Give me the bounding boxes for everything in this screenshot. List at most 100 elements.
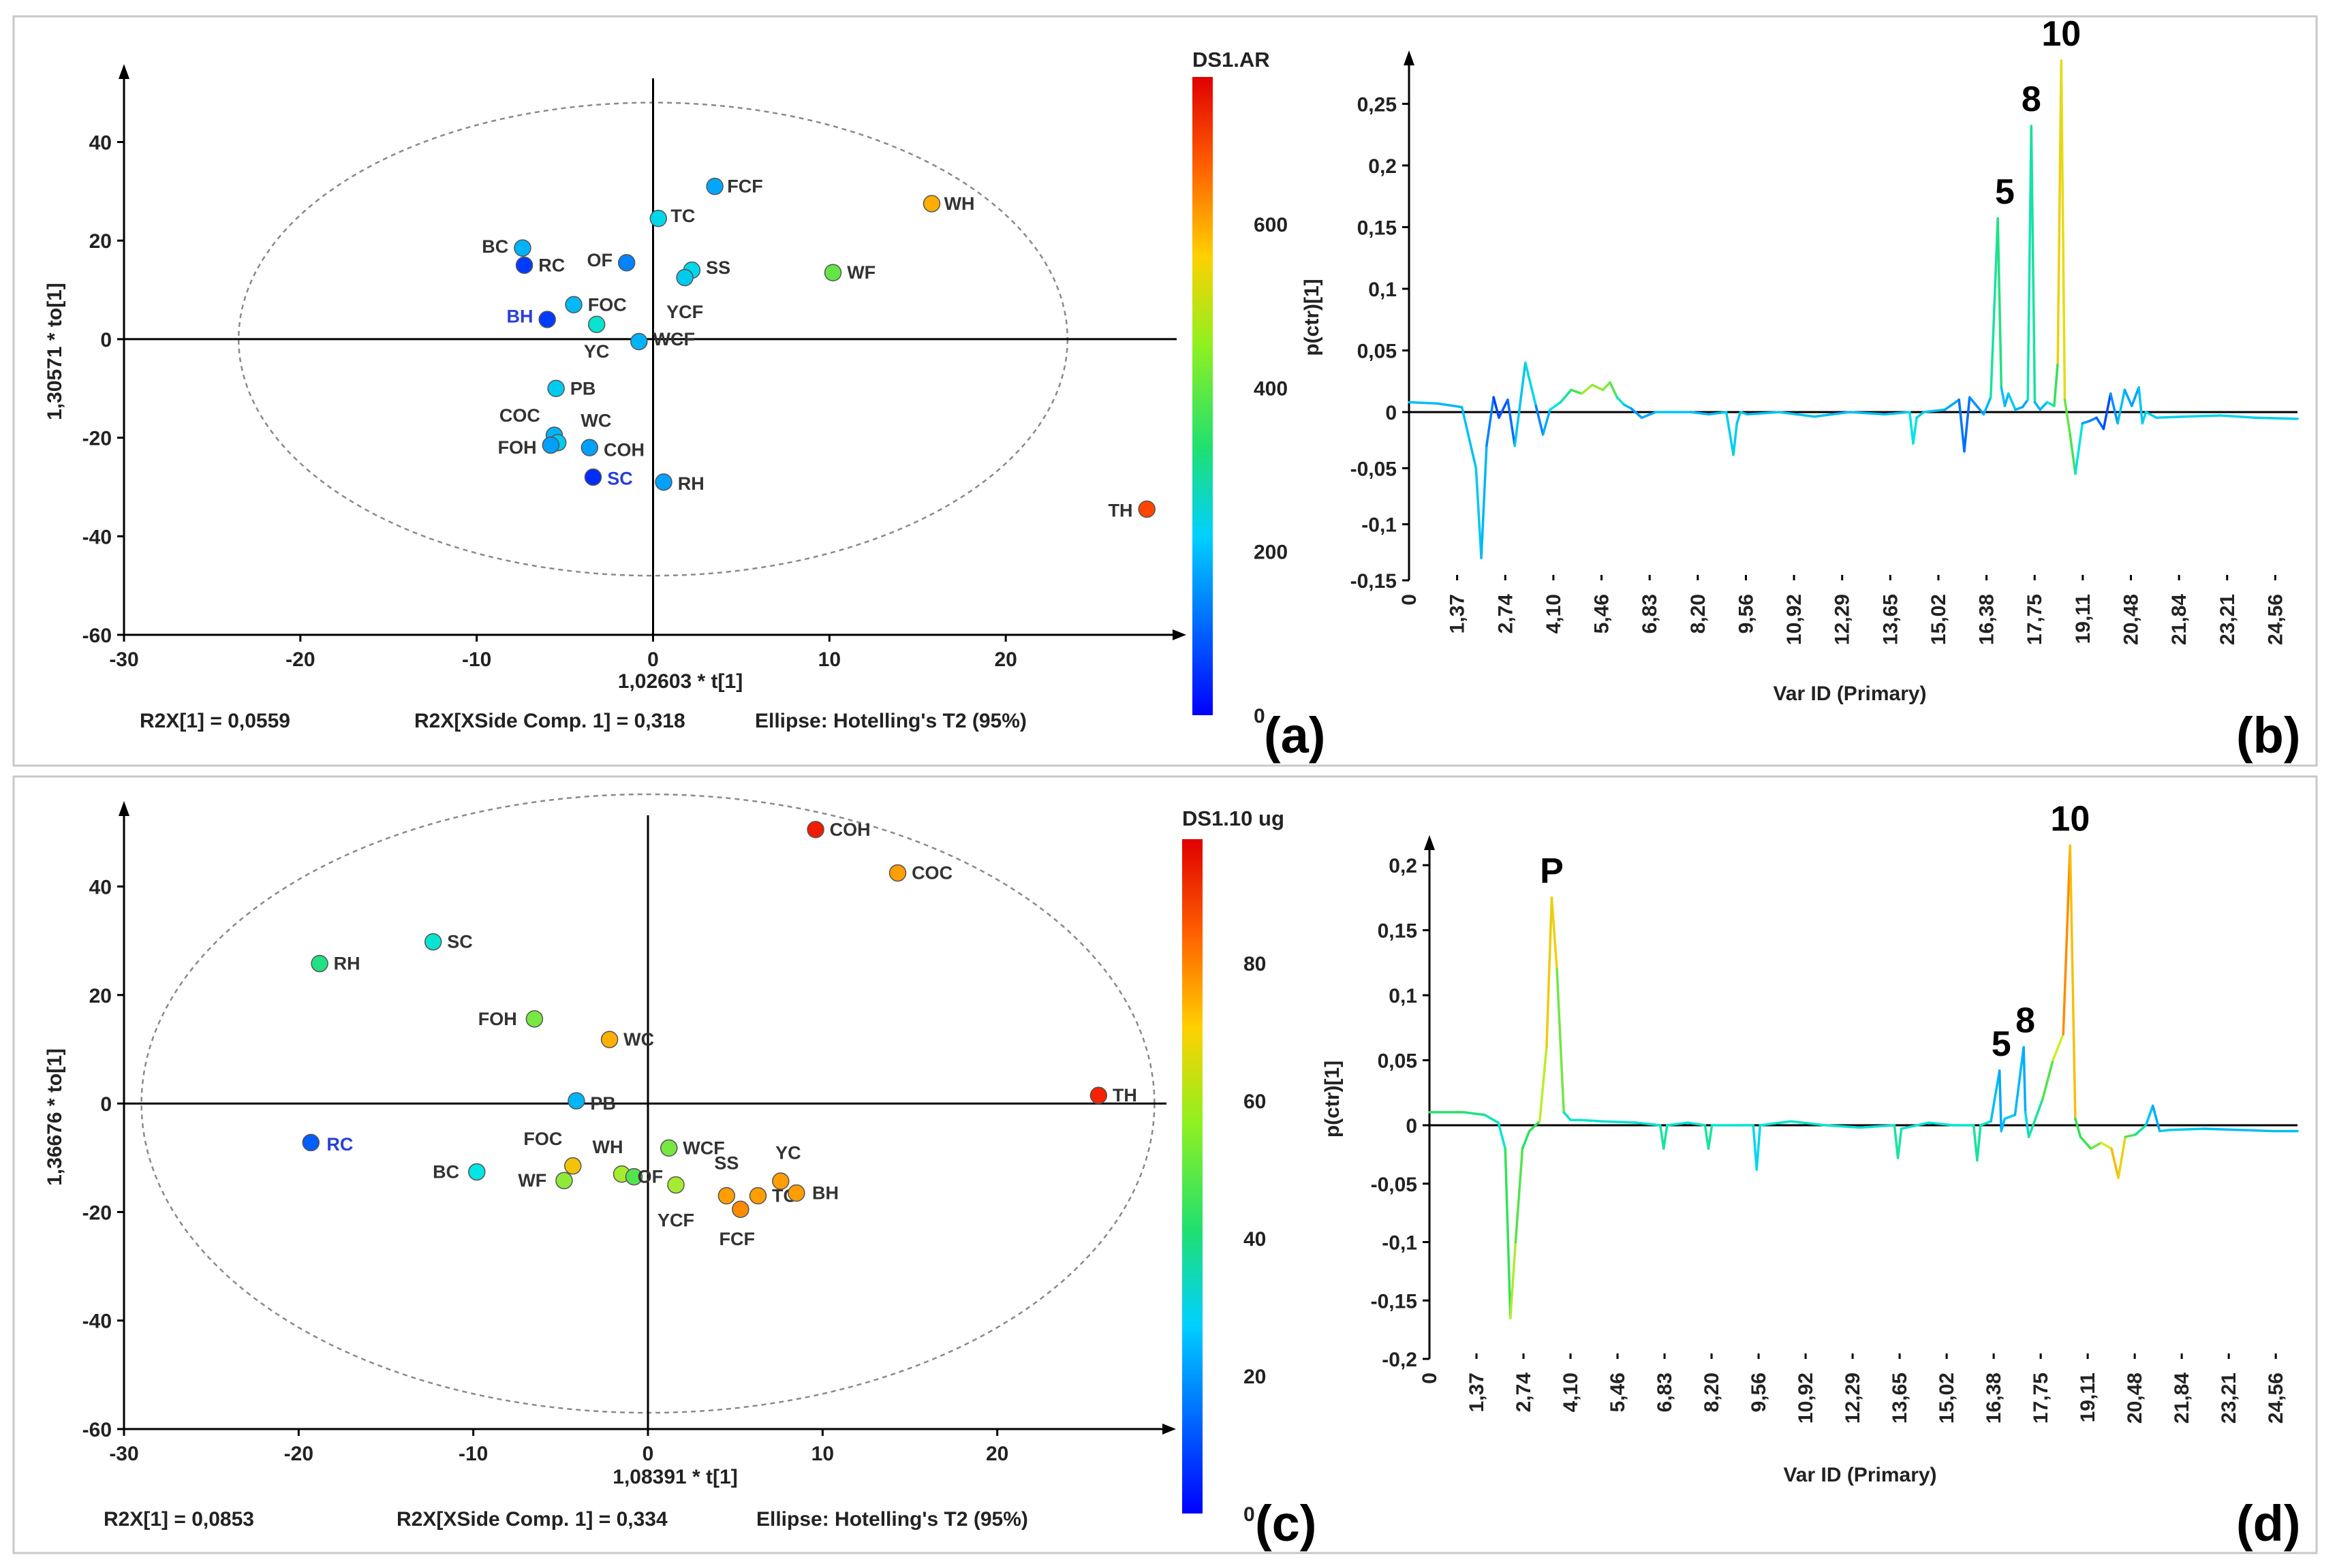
loading-segment (1896, 1127, 1903, 1159)
loading-segment (2117, 1135, 2126, 1179)
loading-segment (1509, 1240, 1517, 1319)
score-point-bc: BC (433, 1161, 486, 1182)
loading-series (1428, 844, 2299, 1319)
loading-segment (2074, 422, 2084, 475)
peak-label-8: 8 (2022, 80, 2041, 119)
loading-segment (1957, 398, 1966, 453)
score-point-label: WC (581, 410, 611, 430)
score-marker (311, 954, 328, 973)
loading-segment (1900, 1121, 1930, 1130)
score-point-wc: WC (600, 1029, 654, 1050)
x-tick-label: 10,92 (1795, 1373, 1817, 1424)
loading-segment (1524, 361, 1538, 407)
panel-letter-d: (d) (2236, 1495, 2301, 1552)
score-point-sc: SC (584, 469, 633, 489)
loading-segment (1755, 1124, 1762, 1171)
panel-letter-a: (a) (1264, 707, 1325, 764)
y-tick-label: 0,15 (1357, 217, 1397, 239)
score-point-label: FOC (523, 1129, 562, 1149)
x-tick-label: 5,46 (1607, 1373, 1629, 1412)
y-tick-label: 0 (1385, 402, 1397, 424)
loading-segment (2123, 388, 2133, 407)
score-point-label: SC (447, 932, 473, 952)
y-axis-title: p(ctr)[1] (1301, 279, 1323, 356)
loading-plot-b-axes: -0,15 -0,1 -0,05 0 0,05 0,1 0,15 0,2 0,25 0 1,37 2,… (1301, 50, 2297, 705)
y-tick-label: -40 (82, 1311, 112, 1333)
score-point-wcf: WCF (660, 1138, 725, 1158)
score-marker (424, 932, 442, 951)
loading-segment (2124, 1133, 2137, 1138)
loading-segment (1514, 1147, 1524, 1244)
y-tick-label: 0,1 (1368, 279, 1397, 301)
loading-segment (1824, 1124, 1861, 1129)
loading-segment (2155, 415, 2186, 419)
loading-plot-d-series: P 58 10 (1428, 800, 2299, 1319)
loading-segment (1550, 896, 1558, 971)
loading-segment (2069, 844, 2077, 1120)
y-tick-label: 0,05 (1378, 1050, 1417, 1073)
loading-segment (2041, 1059, 2054, 1101)
score-plot-c: -30 -20 -10 0 10 20 -60 -40 -20 0 20 40 1,08391 * t[… (44, 793, 1316, 1552)
loading-segment (1640, 411, 1657, 419)
x-tick-label: 15,02 (1928, 594, 1950, 645)
loading-segment (1893, 1124, 1900, 1159)
loading-segment (2039, 401, 2049, 411)
loading-segment (2045, 401, 2056, 407)
loading-segment (1591, 383, 1605, 392)
peak-label-p: P (1540, 851, 1564, 891)
x-axis-title: Var ID (Primary) (1773, 683, 1926, 705)
x-tick-label: -30 (109, 648, 138, 671)
score-marker (667, 1176, 685, 1194)
loading-segment (2110, 1147, 2120, 1179)
y-axis-title: 1,36676 * to[1] (44, 1048, 66, 1186)
peak-label-5: 5 (1992, 1024, 2011, 1064)
y-tick-label: -60 (82, 625, 112, 647)
y-tick-label: 0 (1406, 1115, 1417, 1138)
colorbar-title: DS1.10 ug (1182, 806, 1284, 830)
x-tick-label: 20 (994, 648, 1017, 671)
loading-segment (1943, 398, 1960, 411)
loading-segment (1549, 401, 1562, 411)
loading-segment (1615, 396, 1626, 406)
score-point-coc: COC (888, 863, 953, 883)
score-point-ycf: YCF (657, 1176, 694, 1230)
stat-ellipse-a: Ellipse: Hotelling's T2 (95%) (755, 710, 1027, 732)
y-tick-label: 40 (89, 876, 112, 898)
score-point-fcf: FCF (706, 176, 763, 197)
loading-segment (2141, 411, 2148, 425)
loading-segment (2021, 398, 2029, 409)
stat-r2x-c: R2X[1] = 0,0853 (104, 1508, 254, 1531)
x-tick-label: 24,56 (2265, 1373, 2287, 1424)
colorbar-title: DS1.AR (1192, 48, 1270, 72)
top-panel-frame (12, 15, 2318, 767)
score-point-of: OF (625, 1167, 663, 1187)
y-tick-label: -0,15 (1371, 1290, 1417, 1313)
bottom-panel-frame (12, 775, 2318, 1554)
loading-segment (1635, 1121, 1662, 1127)
loading-segment (1735, 411, 1742, 425)
y-tick-label: -40 (82, 526, 112, 548)
loading-segment (2137, 386, 2144, 425)
loading-segment (1707, 411, 1728, 416)
score-point-label: WH (944, 193, 975, 214)
score-marker (1089, 1086, 1108, 1104)
score-point-wf: WF (518, 1170, 573, 1191)
score-marker (568, 1092, 585, 1110)
score-point-label: WCF (683, 1138, 724, 1158)
colorbar-tick-label: 40 (1243, 1228, 1266, 1251)
loading-segment (1724, 411, 1735, 456)
loading-segment (1928, 1121, 1955, 1127)
loading-segment (2095, 416, 2105, 430)
loading-segment (1982, 396, 1992, 416)
score-point-yc: YC (584, 315, 609, 362)
loading-segment (1480, 444, 1488, 559)
x-tick-label: -30 (109, 1443, 138, 1465)
x-tick-label: 15,02 (1936, 1373, 1958, 1424)
colorbar-tick-label: 0 (1254, 705, 1265, 727)
x-tick-label: 0 (1419, 1373, 1441, 1384)
score-point-wh: WH (593, 1137, 631, 1183)
score-point-ycf: YCF (666, 268, 703, 322)
score-point-label: WF (518, 1170, 546, 1191)
score-point-label: WH (593, 1137, 623, 1157)
y-tick-label: 0,25 (1357, 93, 1397, 116)
